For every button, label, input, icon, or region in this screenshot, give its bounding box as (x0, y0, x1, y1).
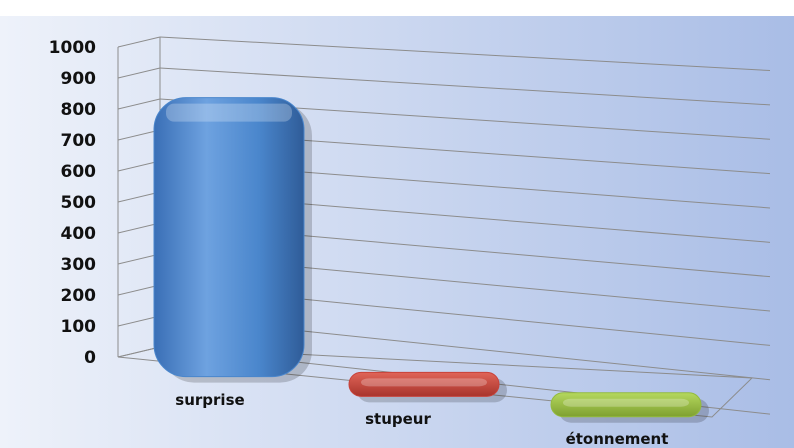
gridline (159, 36, 771, 72)
gridline-depth (117, 160, 161, 172)
x-category-label: stupeur (365, 410, 431, 428)
bar-highlight (563, 398, 689, 407)
bar-highlight (166, 103, 292, 122)
bar (348, 371, 500, 397)
y-tick-label: 800 (61, 100, 97, 120)
gridline-depth (117, 67, 161, 79)
x-category-label: étonnement (566, 430, 669, 448)
y-tick-label: 1000 (49, 38, 96, 58)
bar-highlight (361, 378, 487, 387)
gridline-depth (117, 222, 161, 234)
gridline-depth (117, 253, 161, 265)
y-tick-label: 100 (61, 317, 97, 337)
y-tick-label: 0 (84, 348, 96, 368)
y-tick-label: 400 (61, 224, 97, 244)
gridline (159, 67, 771, 106)
y-tick-label: 200 (61, 286, 97, 306)
bar (153, 97, 305, 378)
chart-floor (117, 346, 754, 418)
bar-surprise (153, 97, 312, 383)
gridline-depth (117, 191, 161, 203)
y-tick-label: 700 (61, 131, 97, 151)
x-category-label: surprise (175, 391, 244, 409)
bar-étonnement (550, 392, 709, 423)
gridline-depth (117, 98, 161, 110)
y-tick-label: 600 (61, 162, 97, 182)
bar-stupeur (348, 371, 507, 403)
gridline-depth (117, 315, 161, 327)
y-tick-label: 500 (61, 193, 97, 213)
gridline-depth (117, 129, 161, 141)
top-margin (0, 0, 794, 16)
y-tick-label: 900 (61, 69, 97, 89)
gridline-depth (117, 36, 161, 48)
bar (550, 392, 702, 418)
gridline-depth (117, 284, 161, 296)
y-tick-label: 300 (61, 255, 97, 275)
